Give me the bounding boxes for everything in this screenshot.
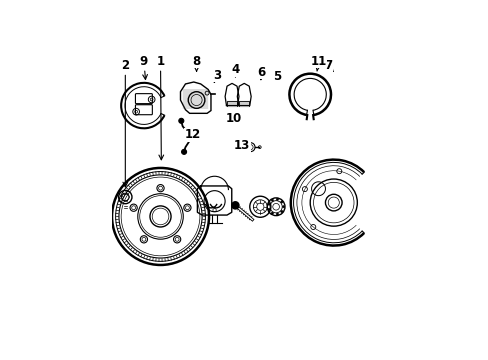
Text: 2: 2 bbox=[121, 59, 129, 187]
Text: 4: 4 bbox=[231, 63, 239, 77]
Circle shape bbox=[276, 198, 278, 201]
Circle shape bbox=[280, 211, 283, 213]
Circle shape bbox=[271, 199, 273, 201]
Text: 9: 9 bbox=[140, 55, 148, 80]
FancyBboxPatch shape bbox=[135, 105, 152, 115]
Text: 5: 5 bbox=[273, 70, 281, 83]
FancyBboxPatch shape bbox=[135, 94, 152, 104]
Polygon shape bbox=[226, 101, 237, 105]
Circle shape bbox=[280, 201, 283, 203]
Text: 1: 1 bbox=[156, 55, 164, 160]
Circle shape bbox=[276, 213, 278, 215]
Circle shape bbox=[267, 203, 270, 205]
Circle shape bbox=[267, 208, 270, 210]
Text: 13: 13 bbox=[234, 139, 250, 152]
Circle shape bbox=[179, 118, 183, 123]
Text: 6: 6 bbox=[257, 66, 264, 80]
Polygon shape bbox=[239, 101, 249, 105]
Circle shape bbox=[181, 149, 186, 154]
Circle shape bbox=[271, 212, 273, 214]
Text: 8: 8 bbox=[192, 55, 200, 71]
Circle shape bbox=[282, 206, 284, 208]
Text: 10: 10 bbox=[225, 112, 242, 125]
Text: 12: 12 bbox=[184, 128, 200, 141]
Circle shape bbox=[231, 202, 239, 209]
Text: 3: 3 bbox=[212, 68, 221, 82]
Text: 11: 11 bbox=[310, 55, 326, 71]
Text: 7: 7 bbox=[324, 59, 332, 72]
